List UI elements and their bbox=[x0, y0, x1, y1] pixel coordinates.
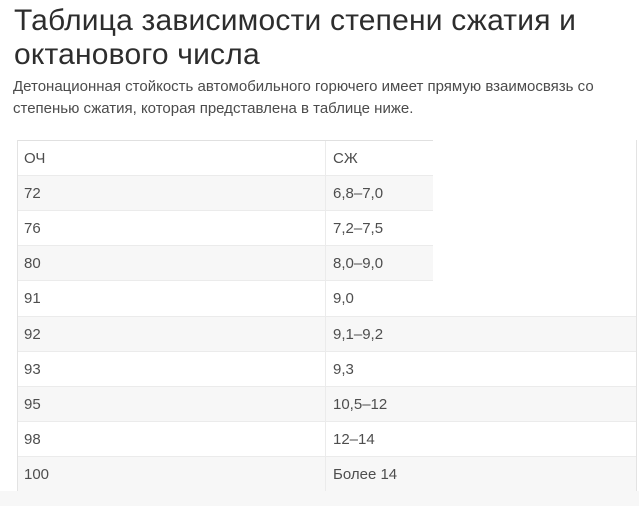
table-row: 93 9,3 bbox=[18, 351, 636, 386]
octane-cell: 100 bbox=[24, 465, 50, 483]
compression-cell: Более 14 bbox=[325, 457, 636, 491]
compression-cell: 9,1–9,2 bbox=[325, 317, 636, 351]
table-row: 92 9,1–9,2 bbox=[18, 316, 636, 351]
page-bottom-divider bbox=[0, 491, 639, 506]
octane-cell: 76 bbox=[24, 219, 41, 237]
table-header-row: ОЧ СЖ bbox=[18, 141, 433, 176]
compression-octane-table: ОЧ СЖ 72 6,8–7,0 76 7,2–7,5 80 8,0–9,0 9… bbox=[17, 140, 637, 492]
column-header-compression: СЖ bbox=[325, 141, 433, 175]
table-row: 72 6,8–7,0 bbox=[18, 176, 433, 211]
octane-cell: 80 bbox=[24, 254, 41, 272]
octane-cell: 98 bbox=[24, 430, 41, 448]
table-bottom-section: 92 9,1–9,2 93 9,3 95 10,5–12 98 12–14 10… bbox=[18, 316, 636, 491]
table-row: 91 9,0 bbox=[18, 281, 433, 316]
octane-cell: 91 bbox=[24, 290, 41, 307]
compression-cell: 9,0 bbox=[325, 281, 433, 316]
table-row: 80 8,0–9,0 bbox=[18, 246, 433, 281]
table-row: 76 7,2–7,5 bbox=[18, 211, 433, 246]
octane-cell: 95 bbox=[24, 395, 41, 413]
column-header-octane: ОЧ bbox=[24, 149, 46, 167]
octane-cell: 92 bbox=[24, 325, 41, 343]
compression-cell: 7,2–7,5 bbox=[325, 211, 433, 245]
compression-cell: 6,8–7,0 bbox=[325, 176, 433, 210]
compression-cell: 9,3 bbox=[325, 352, 636, 386]
compression-cell: 8,0–9,0 bbox=[325, 246, 433, 280]
table-row: 100 Более 14 bbox=[18, 456, 636, 491]
compression-cell: 12–14 bbox=[325, 422, 636, 456]
intro-paragraph: Детонационная стойкость автомобильного г… bbox=[13, 78, 594, 117]
table-top-section: ОЧ СЖ 72 6,8–7,0 76 7,2–7,5 80 8,0–9,0 9… bbox=[18, 140, 433, 316]
compression-cell: 10,5–12 bbox=[325, 387, 636, 421]
page-title: Таблица зависимости степени сжатия и окт… bbox=[14, 4, 577, 71]
table-row: 98 12–14 bbox=[18, 421, 636, 456]
octane-cell: 72 bbox=[24, 184, 41, 202]
octane-cell: 93 bbox=[24, 360, 41, 378]
table-row: 95 10,5–12 bbox=[18, 386, 636, 421]
